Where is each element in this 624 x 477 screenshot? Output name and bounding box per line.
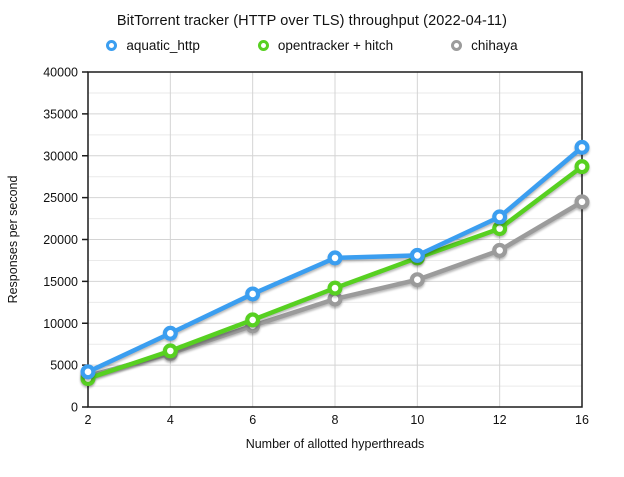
- data-point-opentracker-hitch-16: [574, 159, 590, 175]
- data-point-opentracker-hitch-6: [245, 312, 261, 328]
- data-point-aquatic-http-4: [162, 325, 178, 341]
- x-axis-title: Number of allotted hyperthreads: [246, 437, 425, 451]
- data-point-aquatic-http-6: [245, 286, 261, 302]
- x-tick-label: 4: [167, 413, 174, 427]
- legend-label: chihaya: [471, 38, 518, 53]
- legend-label: opentracker + hitch: [277, 38, 394, 53]
- y-tick-label: 35000: [43, 107, 78, 121]
- data-point-aquatic-http-8: [327, 250, 343, 266]
- y-tick-label: 15000: [43, 275, 78, 289]
- x-tick-label: 12: [493, 413, 507, 427]
- y-tick-label: 25000: [43, 191, 78, 205]
- data-point-aquatic-http-10: [409, 247, 425, 263]
- series-aquatic-http: [80, 139, 590, 380]
- y-axis-title: Responses per second: [6, 176, 20, 304]
- data-point-opentracker-hitch-8: [327, 280, 343, 296]
- chart-legend: aquatic_http opentracker + hitch chihaya: [0, 38, 624, 53]
- legend-marker-icon: [106, 40, 118, 51]
- legend-item-chihaya: chihaya: [451, 38, 518, 53]
- x-tick-label: 8: [332, 413, 339, 427]
- legend-item-aquatic-http: aquatic_http: [106, 38, 200, 53]
- y-tick-label: 40000: [43, 66, 78, 80]
- x-tick-label: 6: [249, 413, 256, 427]
- x-tick-label: 16: [575, 413, 589, 427]
- legend-marker-icon: [257, 40, 269, 51]
- legend-marker-icon: [451, 40, 463, 51]
- chart-title: BitTorrent tracker (HTTP over TLS) throu…: [116, 13, 508, 29]
- series-opentracker-hitch: [80, 159, 590, 387]
- y-tick-label: 10000: [43, 317, 78, 331]
- y-tick-label: 30000: [43, 149, 78, 163]
- x-tick-label: 10: [410, 413, 424, 427]
- legend-label: aquatic_http: [126, 38, 200, 53]
- data-point-chihaya-10: [409, 272, 425, 288]
- data-point-chihaya-12: [492, 242, 508, 258]
- data-point-opentracker-hitch-12: [492, 221, 508, 237]
- legend-item-opentracker-hitch: opentracker + hitch: [257, 38, 394, 53]
- data-point-opentracker-hitch-4: [162, 343, 178, 359]
- y-tick-label: 5000: [50, 359, 78, 373]
- data-point-aquatic-http-12: [492, 209, 508, 225]
- x-tick-label: 2: [85, 413, 92, 427]
- y-tick-label: 0: [71, 401, 78, 415]
- data-point-chihaya-16: [574, 194, 590, 210]
- y-tick-label: 20000: [43, 233, 78, 247]
- data-point-aquatic-http-2: [80, 364, 96, 380]
- data-point-aquatic-http-16: [574, 139, 590, 155]
